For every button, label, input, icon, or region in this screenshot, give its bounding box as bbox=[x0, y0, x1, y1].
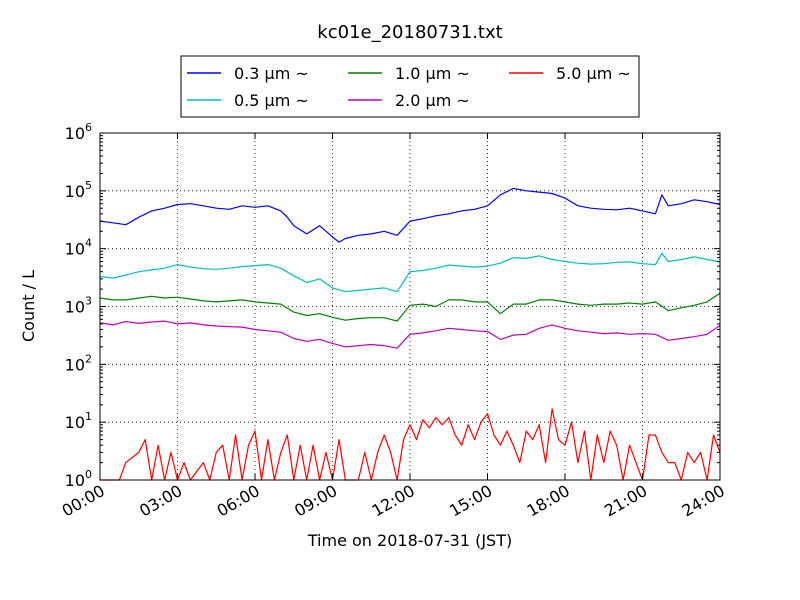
legend-label-5: 5.0 μm ~ bbox=[556, 64, 631, 83]
y-tick-base: 10 bbox=[65, 124, 85, 143]
y-tick-exponent: 2 bbox=[85, 352, 92, 365]
y-tick-base: 10 bbox=[65, 298, 85, 317]
legend-label-1: 0.3 μm ~ bbox=[234, 64, 309, 83]
y-tick-label: 101 bbox=[65, 410, 92, 432]
y-tick-exponent: 3 bbox=[85, 295, 92, 308]
series-line-4 bbox=[99, 320, 721, 349]
y-axis-label: Count / L bbox=[19, 270, 38, 342]
series-lines bbox=[99, 187, 721, 481]
y-tick-base: 10 bbox=[65, 182, 85, 201]
y-tick-base: 10 bbox=[65, 471, 85, 490]
legend-entries: 0.3 μm ~ 0.5 μm ~ 1.0 μm ~ 2.0 μm ~ 5.0 μm ~ bbox=[187, 64, 631, 110]
x-axis-label: Time on 2018-07-31 (JST) bbox=[307, 531, 512, 550]
series-line-5 bbox=[100, 408, 721, 481]
axis-ticks bbox=[99, 132, 721, 481]
y-tick-exponent: 6 bbox=[85, 121, 92, 134]
series-line-2 bbox=[99, 252, 721, 293]
legend-frame bbox=[180, 55, 640, 118]
y-tick-exponent: 5 bbox=[85, 179, 92, 192]
y-tick-label: 100 bbox=[65, 468, 92, 490]
legend-label-4: 2.0 μm ~ bbox=[395, 91, 470, 110]
y-tick-label: 106 bbox=[65, 121, 92, 143]
legend-label-3: 1.0 μm ~ bbox=[395, 64, 470, 83]
y-tick-exponent: 1 bbox=[85, 410, 92, 423]
y-tick-label: 105 bbox=[65, 179, 92, 201]
y-tick-exponent: 0 bbox=[85, 468, 92, 481]
y-tick-label: 103 bbox=[65, 295, 92, 317]
chart-title: kc01e_20180731.txt bbox=[317, 22, 502, 43]
series-line-3 bbox=[99, 292, 721, 322]
y-tick-base: 10 bbox=[65, 413, 85, 432]
y-tick-base: 10 bbox=[65, 240, 85, 259]
series-line-1 bbox=[99, 187, 721, 243]
y-tick-base: 10 bbox=[65, 355, 85, 374]
legend: 0.3 μm ~ 0.5 μm ~ 1.0 μm ~ 2.0 μm ~ 5.0 μm ~ bbox=[180, 55, 640, 118]
y-tick-label: 104 bbox=[65, 237, 92, 259]
y-tick-exponent: 4 bbox=[85, 237, 92, 250]
legend-label-2: 0.5 μm ~ bbox=[234, 91, 309, 110]
y-tick-label: 102 bbox=[65, 352, 92, 374]
